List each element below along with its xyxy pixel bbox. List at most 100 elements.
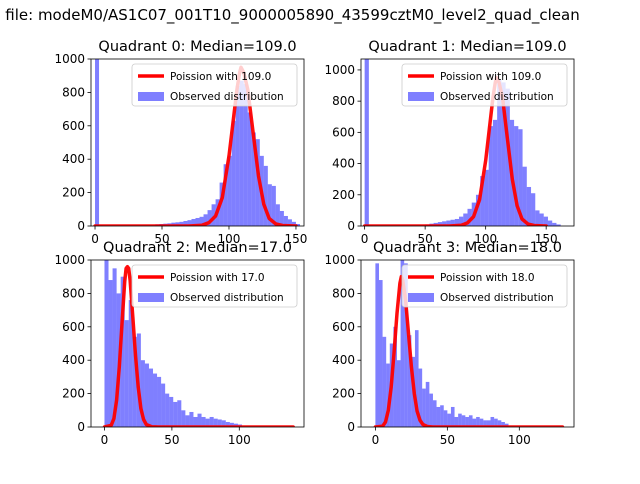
hist-bar bbox=[165, 393, 170, 427]
legend-box bbox=[401, 63, 568, 107]
hist-bar bbox=[472, 418, 477, 427]
plot-area bbox=[102, 260, 295, 427]
subplot-quadrant-1: 0 50 100 150 0 200 400 600 800 1000 Quadrant 1: Me… bbox=[324, 39, 575, 246]
hist-bar bbox=[450, 219, 455, 226]
hist-bar bbox=[400, 260, 405, 427]
axes-frame bbox=[90, 259, 305, 428]
hist-bar bbox=[283, 215, 288, 226]
hist-bar bbox=[235, 85, 240, 226]
hist-bar bbox=[181, 410, 186, 427]
hist-bar bbox=[476, 416, 480, 427]
hist-bar bbox=[497, 79, 502, 226]
y-tick-label: 400 bbox=[62, 353, 85, 367]
x-tick-label: 150 bbox=[285, 232, 308, 246]
y-tick-label: 400 bbox=[332, 157, 355, 171]
y-tick-label: 600 bbox=[332, 320, 355, 334]
hist-bar bbox=[195, 217, 200, 226]
hist-bar bbox=[378, 280, 383, 427]
hist-bar bbox=[243, 84, 248, 226]
y-tick-label: 1000 bbox=[324, 63, 355, 77]
hist-bar bbox=[518, 129, 523, 226]
hist-bar bbox=[437, 222, 443, 226]
hist-bar bbox=[440, 405, 444, 427]
subplot-title: Quadrant 2: Median=17.0 bbox=[103, 240, 292, 256]
hist-bar bbox=[442, 221, 447, 226]
hist-bar bbox=[382, 336, 387, 427]
hist-bar bbox=[497, 420, 502, 427]
hist-bar bbox=[251, 132, 256, 226]
hist-bar bbox=[552, 222, 557, 226]
hist-bar bbox=[443, 410, 448, 427]
hist-bar bbox=[157, 376, 162, 427]
hist-bar bbox=[247, 112, 252, 226]
hist-bar bbox=[535, 210, 540, 226]
hist-bar bbox=[148, 368, 154, 427]
hist-bar bbox=[144, 363, 149, 427]
hist-bar bbox=[501, 421, 505, 427]
y-tick-label: 0 bbox=[77, 219, 85, 233]
hist-bar bbox=[364, 59, 369, 226]
y-tick-label: 1000 bbox=[54, 52, 85, 66]
hist-bar bbox=[461, 415, 466, 427]
hist-bar bbox=[484, 169, 489, 226]
hist-bar bbox=[468, 415, 473, 427]
hist-bar bbox=[279, 210, 284, 226]
hist-bar bbox=[191, 218, 196, 226]
hist-bar bbox=[539, 213, 544, 226]
y-tick-label: 400 bbox=[62, 152, 85, 166]
hist-bar bbox=[526, 186, 532, 226]
hist-bar bbox=[108, 280, 113, 427]
subplot-title: Quadrant 1: Median=109.0 bbox=[368, 39, 566, 55]
legend-entry-observed: Observed distribution bbox=[170, 292, 284, 304]
hist-bar bbox=[267, 184, 272, 226]
hist-bar bbox=[454, 218, 460, 226]
y-tick-label: 0 bbox=[347, 219, 355, 233]
hist-bar bbox=[199, 216, 204, 226]
axes-frame bbox=[360, 259, 575, 428]
figure-suptitle: n file: modeM0/AS1C07_001T10_9000005890_… bbox=[0, 6, 580, 24]
hist-bar bbox=[104, 260, 109, 427]
y-tick-label: 600 bbox=[62, 320, 85, 334]
legend-entry-poisson: Poission with 109.0 bbox=[440, 71, 541, 83]
hist-bar bbox=[501, 82, 506, 226]
hist-bar bbox=[95, 59, 100, 226]
poisson-line bbox=[102, 264, 295, 427]
y-tick-label: 0 bbox=[347, 420, 355, 434]
hist-bar bbox=[514, 126, 519, 226]
legend-box bbox=[401, 264, 568, 308]
hist-bar bbox=[275, 204, 280, 226]
hist-bar bbox=[375, 263, 379, 427]
hist-bar bbox=[418, 368, 423, 427]
hist-bar bbox=[425, 381, 430, 427]
legend: Poission with 109.0 Observed distribution bbox=[401, 63, 568, 107]
legend: Poission with 17.0 Observed distribution bbox=[131, 264, 298, 308]
y-tick-label: 200 bbox=[62, 387, 85, 401]
hist-bar bbox=[436, 406, 441, 427]
legend-hist-swatch bbox=[138, 92, 164, 101]
hist-bar bbox=[271, 185, 276, 226]
hist-bar bbox=[112, 268, 117, 427]
hist-bar bbox=[193, 416, 198, 427]
hist-bar bbox=[494, 418, 498, 427]
hist-bar bbox=[231, 120, 236, 226]
hist-bar bbox=[295, 223, 300, 226]
hist-bar bbox=[446, 220, 451, 226]
hist-bar bbox=[404, 263, 408, 427]
x-tick-label: 100 bbox=[474, 232, 497, 246]
hist-bar bbox=[531, 193, 536, 226]
x-tick-label: 50 bbox=[418, 232, 433, 246]
hist-bar bbox=[221, 420, 226, 427]
hist-bar bbox=[490, 416, 495, 427]
legend-hist-swatch bbox=[138, 293, 164, 302]
hist-bar bbox=[132, 336, 137, 427]
hist-bar bbox=[207, 210, 212, 226]
hist-bar bbox=[287, 219, 292, 226]
hist-bar bbox=[483, 420, 487, 427]
hist-bar bbox=[201, 416, 206, 427]
hist-bar bbox=[161, 383, 166, 427]
hist-bar bbox=[488, 126, 493, 226]
legend-entry-observed: Observed distribution bbox=[170, 91, 284, 103]
x-tick-label: 0 bbox=[372, 433, 380, 447]
